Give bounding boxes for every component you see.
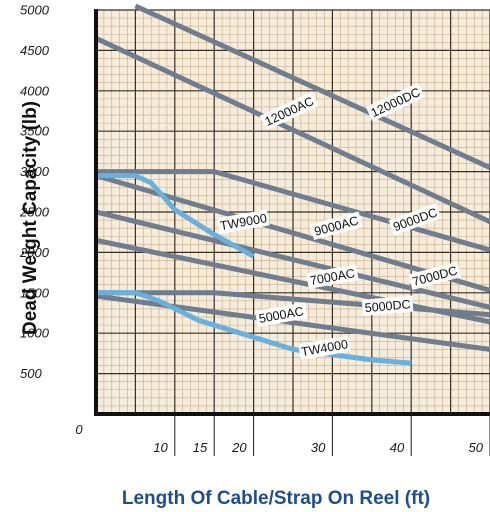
x-tick-label: 10 — [153, 440, 168, 455]
series-label-bg — [217, 209, 270, 234]
series-line-12000dc — [134, 3, 490, 170]
y-tick-label: 3500 — [20, 124, 50, 139]
series-label-bg — [306, 264, 359, 289]
y-tick-label: 2000 — [19, 245, 50, 260]
x-tick-label: 40 — [390, 440, 405, 455]
series-label-bg — [298, 335, 351, 360]
series-label-bg — [309, 211, 363, 240]
series-label-text: 5000DC — [364, 297, 411, 315]
y-tick-label: 5000 — [20, 3, 50, 18]
x-tick-label: 20 — [231, 440, 247, 455]
series-line-12000ac — [94, 36, 490, 224]
y-tick-label: 1000 — [20, 326, 50, 341]
y-tick-label: 1500 — [20, 285, 50, 300]
series-label-bg — [388, 203, 442, 236]
series-line-7000dc — [95, 209, 490, 310]
series-label-bg — [254, 302, 308, 327]
x-tick-label: 50 — [469, 440, 484, 455]
series-label-bg — [365, 82, 425, 122]
y-tick-label: 3000 — [20, 164, 50, 179]
x-axis-label: Length Of Cable/Strap On Reel (ft) — [122, 488, 430, 509]
y-tick-label: 500 — [20, 366, 42, 381]
series-label-bg — [259, 91, 319, 131]
series-label-5000ac: 5000AC — [254, 302, 308, 327]
x-tick-label: 30 — [311, 440, 326, 455]
y-tick-label: 4500 — [20, 43, 50, 58]
y-tick-label: 2500 — [19, 205, 50, 220]
series-label-5000dc: 5000DC — [361, 295, 414, 316]
x-tick-label: 0 — [75, 422, 83, 437]
y-tick-label: 4000 — [20, 83, 50, 98]
series-line-tw4000 — [96, 290, 412, 366]
x-tick-label: 15 — [193, 440, 208, 455]
series-label-7000ac: 7000AC — [306, 264, 359, 289]
series-label-bg — [408, 261, 462, 291]
y-axis-label: Dead Weight Capacity (lb) — [20, 101, 41, 335]
series-label-bg — [361, 295, 414, 316]
series-line-tw9000 — [96, 173, 255, 259]
